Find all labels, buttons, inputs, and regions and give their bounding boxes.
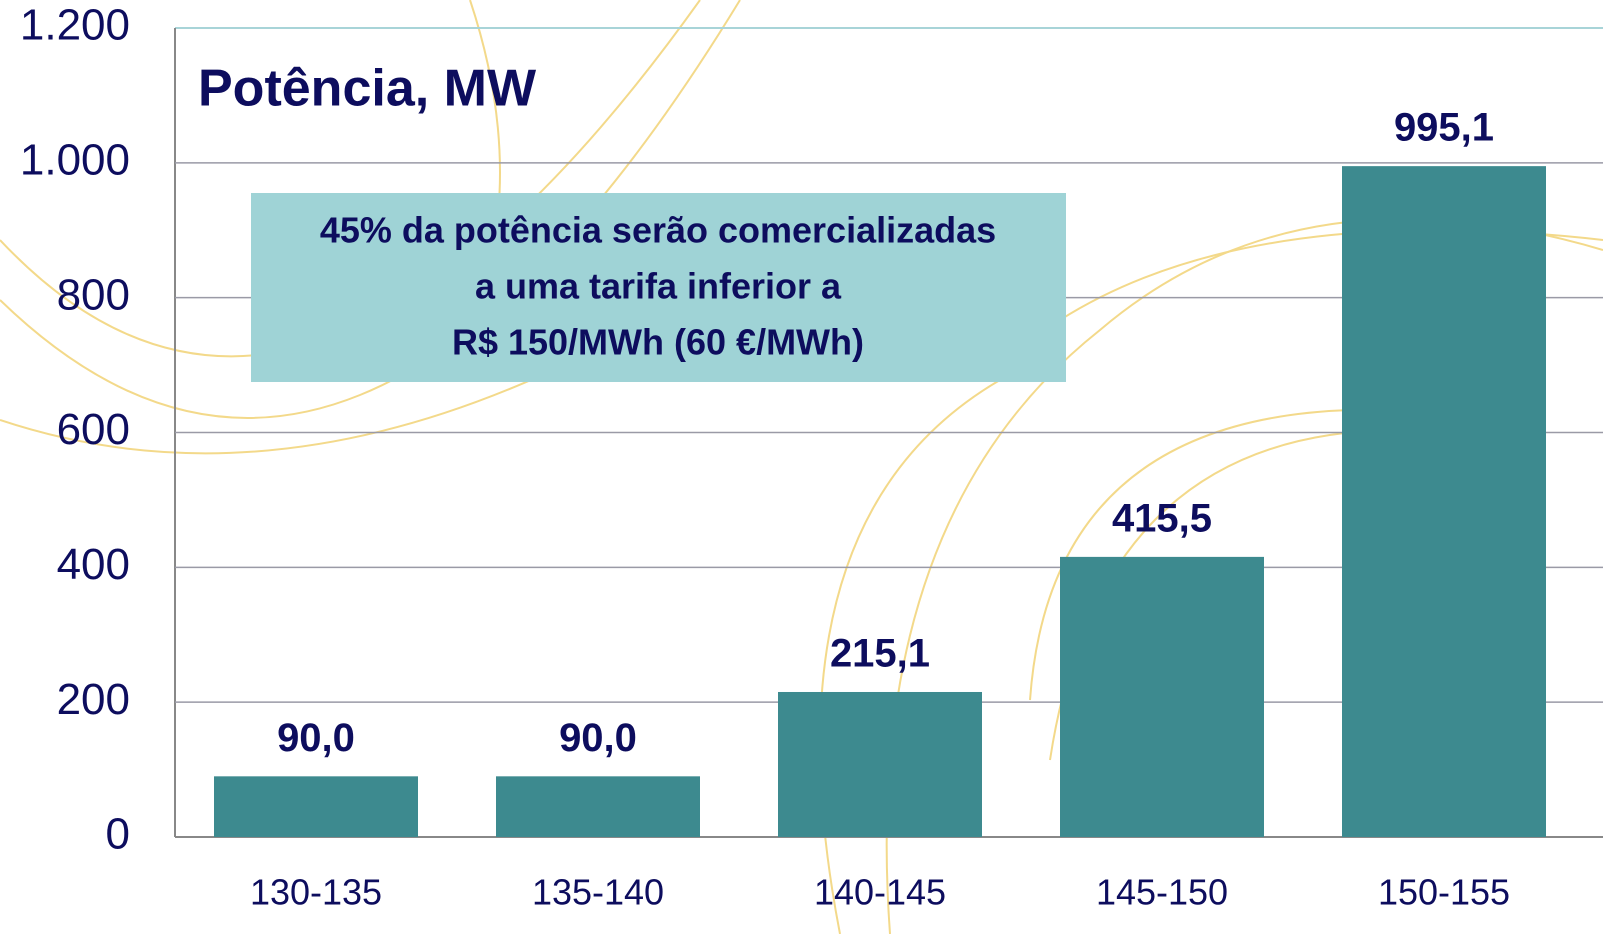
value-label: 995,1 [1394,106,1494,150]
chart-title: Potência, MW [198,60,537,118]
y-tick-label: 600 [57,405,130,454]
annotation-text: 45% da potência serão comercializadas [320,210,996,251]
annotation-text: a uma tarifa inferior a [475,266,842,307]
bar [214,776,418,837]
y-tick-label: 400 [57,540,130,589]
x-tick-label: 140-145 [814,872,946,913]
x-tick-label: 145-150 [1096,872,1228,913]
value-label: 215,1 [830,632,930,676]
value-label: 415,5 [1112,496,1212,540]
x-tick-label: 150-155 [1378,872,1510,913]
bar [1060,556,1264,837]
value-label: 90,0 [277,716,355,760]
bar [496,776,700,837]
x-tick-label: 135-140 [532,872,664,913]
x-tick-label: 130-135 [250,872,382,913]
y-tick-label: 800 [57,270,130,319]
y-tick-label: 1.000 [20,135,130,184]
y-tick-label: 1.200 [20,1,130,50]
annotation-box [251,193,1066,382]
value-label: 90,0 [559,716,637,760]
bar [778,691,982,837]
bar [1342,166,1546,838]
y-tick-label: 200 [57,675,130,724]
y-tick-label: 0 [106,810,130,859]
annotation-text: R$ 150/MWh (60 €/MWh) [452,322,864,363]
